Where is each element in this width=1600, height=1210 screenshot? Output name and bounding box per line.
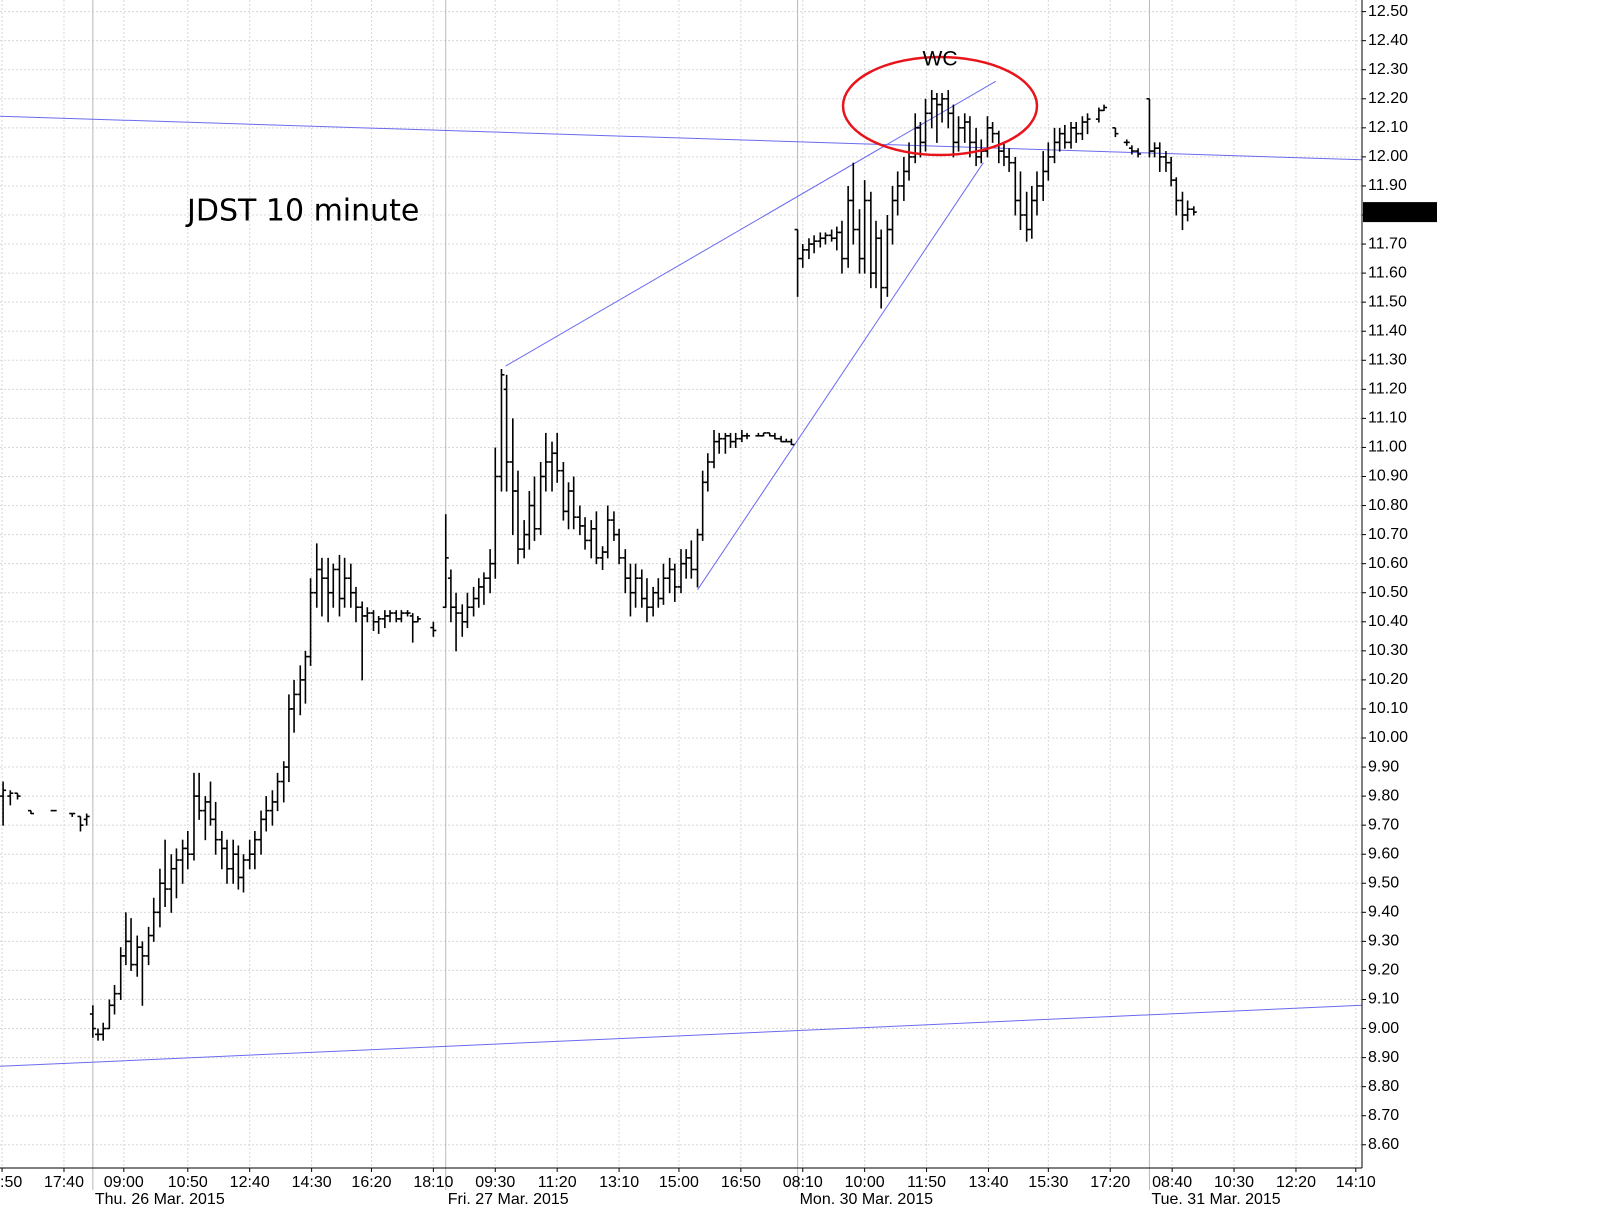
y-tick-label: 10.80	[1368, 497, 1408, 514]
trendline	[697, 162, 984, 591]
x-tick-label: 13:40	[968, 1174, 1008, 1191]
x-tick-label: 10:50	[168, 1174, 208, 1191]
date-label: Mon. 30 Mar. 2015	[800, 1191, 934, 1208]
y-tick-label: 12.20	[1368, 90, 1408, 107]
x-tick-label: :50	[0, 1174, 22, 1191]
y-tick-label: 11.50	[1368, 293, 1407, 310]
y-tick-label: 12.40	[1368, 32, 1408, 49]
x-tick-label: 11:50	[907, 1174, 946, 1191]
x-tick-label: 16:50	[721, 1174, 761, 1191]
x-tick-label: 11:20	[538, 1174, 577, 1191]
y-tick-label: 10.00	[1368, 729, 1408, 746]
y-tick-label: 9.80	[1368, 787, 1399, 804]
y-tick-label: 10.30	[1368, 642, 1408, 659]
chart-title: JDST 10 minute	[185, 194, 419, 229]
grid	[0, 0, 1362, 1190]
last-price-box	[1363, 202, 1437, 223]
y-tick-label: 9.40	[1368, 904, 1399, 921]
y-tick-label: 10.70	[1368, 526, 1408, 543]
trendline	[0, 115, 1363, 161]
y-tick-label: 11.00	[1368, 439, 1407, 456]
x-tick-label: 13:10	[599, 1174, 639, 1191]
y-tick-label: 12.50	[1368, 3, 1408, 20]
y-tick-label: 11.60	[1368, 264, 1407, 281]
price-bars	[0, 90, 1197, 1041]
y-tick-label: 8.80	[1368, 1078, 1399, 1095]
y-tick-label: 10.50	[1368, 584, 1408, 601]
y-tick-label: 11.90	[1368, 177, 1407, 194]
x-tick-label: 10:00	[845, 1174, 885, 1191]
y-tick-label: 12.10	[1368, 119, 1408, 136]
x-tick-label: 16:20	[351, 1174, 391, 1191]
y-tick-label: 10.60	[1368, 555, 1408, 572]
y-tick-label: 9.50	[1368, 874, 1399, 891]
y-tick-label: 11.20	[1368, 381, 1407, 398]
date-label: Tue. 31 Mar. 2015	[1151, 1191, 1280, 1208]
y-tick-label: 8.90	[1368, 1049, 1399, 1066]
annotation: WC	[923, 48, 958, 71]
y-tick-label: 9.60	[1368, 845, 1399, 862]
date-label: Fri. 27 Mar. 2015	[448, 1191, 569, 1208]
x-tick-label: 15:00	[659, 1174, 699, 1191]
x-tick-label: 18:10	[413, 1174, 453, 1191]
y-tick-label: 11.70	[1368, 235, 1407, 252]
highlight-ellipse	[841, 55, 1039, 157]
y-tick-label: 10.40	[1368, 613, 1408, 630]
x-tick-label: 15:30	[1028, 1174, 1068, 1191]
x-tick-label: 17:20	[1090, 1174, 1130, 1191]
x-tick-label: 17:40	[44, 1174, 84, 1191]
x-tick-label: 12:20	[1276, 1174, 1316, 1191]
y-tick-label: 9.10	[1368, 991, 1399, 1008]
y-tick-label: 9.20	[1368, 962, 1399, 979]
y-tick-label: 8.60	[1368, 1136, 1399, 1153]
last-price-label: 11.81	[1368, 203, 1407, 220]
y-tick-label: 8.70	[1368, 1107, 1399, 1124]
y-tick-label: 11.40	[1368, 322, 1407, 339]
y-tick-label: 9.30	[1368, 933, 1399, 950]
axes: 8.60 8.70 8.80 8.90 9.00 9.10 9.20 9.30 9.40 9.50…	[0, 0, 1437, 1208]
y-tick-label: 12.30	[1368, 61, 1408, 78]
y-tick-label: 10.10	[1368, 700, 1408, 717]
y-tick-label: 10.90	[1368, 468, 1408, 485]
trendline	[0, 1004, 1363, 1067]
y-tick-label: 12.00	[1368, 148, 1408, 165]
date-label: Thu. 26 Mar. 2015	[95, 1191, 225, 1208]
trendline	[505, 80, 996, 367]
y-tick-label: 11.30	[1368, 351, 1407, 368]
y-tick-label: 9.90	[1368, 758, 1399, 775]
y-tick-label: 9.70	[1368, 816, 1399, 833]
x-tick-label: 12:40	[230, 1174, 270, 1191]
x-tick-label: 14:30	[292, 1174, 332, 1191]
x-tick-label: 09:00	[104, 1174, 144, 1191]
y-tick-label: 10.20	[1368, 671, 1408, 688]
x-tick-label: 09:30	[475, 1174, 515, 1191]
x-tick-label: 08:40	[1152, 1174, 1192, 1191]
x-tick-label: 14:10	[1336, 1174, 1376, 1191]
x-tick-label: 10:30	[1214, 1174, 1254, 1191]
y-tick-label: 11.10	[1368, 410, 1407, 427]
y-tick-label: 9.00	[1368, 1020, 1399, 1037]
x-tick-label: 08:10	[783, 1174, 823, 1191]
trendlines	[0, 80, 1363, 1067]
